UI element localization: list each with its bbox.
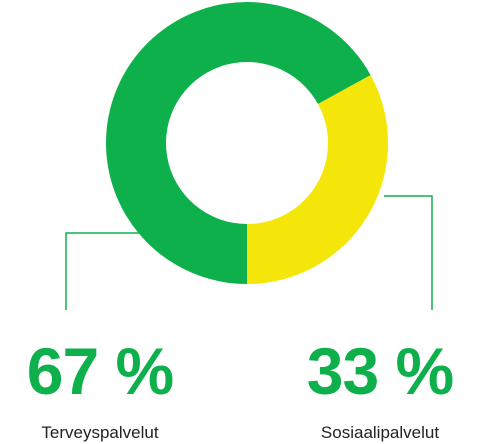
donut-segment [247, 75, 389, 285]
leader-line [384, 195, 433, 310]
value-label: 33 % [307, 334, 453, 408]
category-label: Sosiaalipalvelut [321, 423, 439, 442]
value-label: 67 % [27, 334, 173, 408]
category-label: Terveyspalvelut [41, 423, 158, 442]
leader-lines [65, 195, 433, 310]
leader-line [65, 232, 139, 310]
donut-segment [105, 1, 371, 285]
